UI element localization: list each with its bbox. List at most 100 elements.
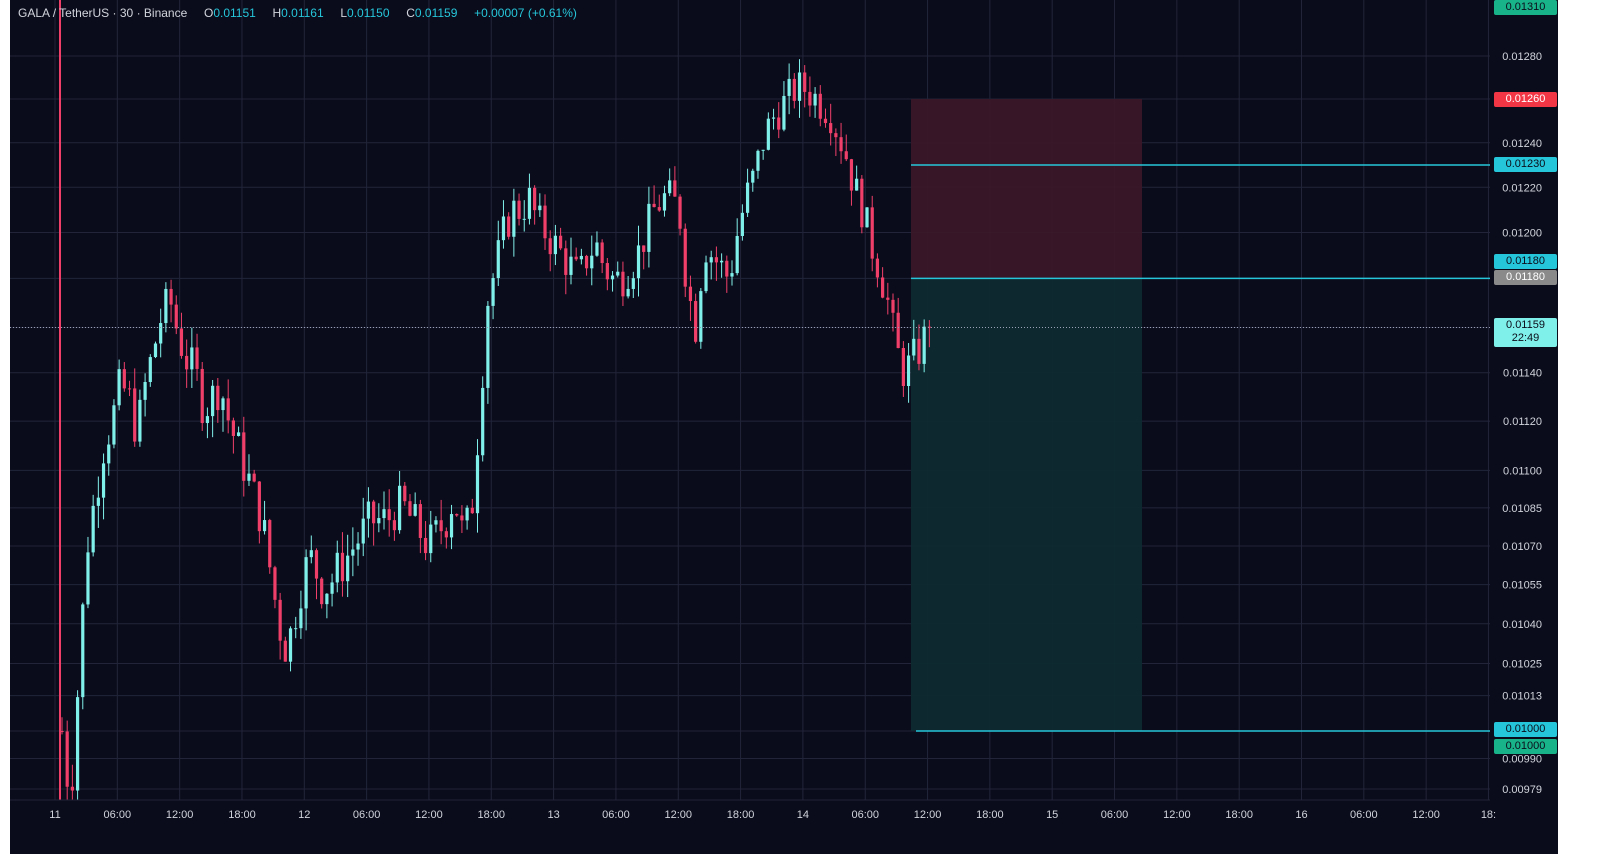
candle-body — [626, 288, 630, 297]
candle-body — [829, 123, 833, 134]
candle-body — [460, 515, 464, 521]
candle-body — [236, 432, 241, 436]
candle-body — [397, 485, 402, 531]
candle-body — [475, 455, 480, 514]
price-axis-label: 0.01055 — [1502, 580, 1542, 592]
candle-body — [465, 507, 469, 521]
candle-body — [330, 582, 334, 594]
time-axis-label: 18:00 — [1225, 809, 1253, 821]
candle-body — [735, 236, 739, 274]
candle-body — [190, 347, 194, 370]
time-axis-label: 18:00 — [478, 809, 506, 821]
candle-body — [91, 505, 95, 553]
candle-body — [283, 640, 287, 662]
candle-body — [849, 159, 854, 191]
time-axis-label: 18:00 — [727, 809, 755, 821]
candle-body — [185, 355, 189, 370]
candle-body — [756, 150, 760, 171]
candle-body — [455, 514, 459, 516]
current-price-value: 0.01159 — [1506, 319, 1545, 331]
candle-body — [153, 343, 158, 358]
price-axis-label: 0.01120 — [1503, 416, 1542, 428]
candle-body — [636, 245, 641, 279]
low-label: L — [340, 6, 348, 20]
price-tag-target-line: 0.01000 — [1494, 722, 1557, 737]
candle-body — [559, 235, 563, 249]
candle-body — [720, 260, 724, 263]
time-axis-label: 12:00 — [1412, 809, 1440, 821]
candle-body — [434, 520, 438, 525]
time-axis-label: 06:00 — [1350, 809, 1378, 821]
candle-body — [481, 387, 485, 456]
time-axis-label: 12 — [298, 809, 310, 821]
candle-body — [143, 382, 147, 400]
candle-body — [231, 420, 235, 436]
candle-body — [112, 405, 116, 445]
candle-body — [148, 357, 152, 383]
open-label: O — [203, 6, 214, 20]
price-axis-label: 0.00990 — [1502, 753, 1542, 765]
candle-body — [294, 628, 298, 630]
candle-body — [797, 72, 802, 101]
candle-body — [179, 328, 184, 356]
time-axis-label: 06:00 — [1101, 809, 1129, 821]
price-tag-target: 0.01000 — [1494, 739, 1557, 754]
candle-body — [704, 262, 708, 292]
candle-body — [382, 509, 386, 519]
price-tag-current: 0.01159 22:49 — [1494, 318, 1557, 347]
interval-label[interactable]: 30 — [119, 6, 134, 20]
candle-body — [621, 271, 625, 297]
candle-body — [501, 216, 506, 241]
candle-body — [325, 593, 329, 605]
candle-body — [922, 326, 926, 364]
candle-body — [320, 578, 324, 605]
take-profit-zone[interactable] — [911, 278, 1142, 731]
time-axis[interactable] — [10, 800, 1558, 854]
candle-body — [548, 238, 552, 255]
candle-body — [81, 604, 85, 698]
candle-body — [891, 299, 895, 313]
candle-body — [761, 149, 765, 151]
candle-body — [262, 520, 267, 532]
candle-body — [159, 323, 163, 344]
candle-body — [803, 72, 807, 92]
candle-body — [335, 552, 339, 583]
symbol-name[interactable]: GALA / TetherUS — [18, 6, 110, 20]
candle-body — [527, 187, 532, 219]
time-axis-label: 06:00 — [851, 809, 879, 821]
candle-body — [725, 260, 729, 277]
stop-loss-zone[interactable] — [911, 99, 1142, 279]
change-value: +0.00007 — [474, 6, 525, 20]
close-label: C — [406, 6, 415, 20]
candle-body — [740, 212, 744, 237]
candle-body — [486, 305, 490, 388]
candle-countdown: 22:49 — [1511, 332, 1540, 344]
time-axis-label: 12:00 — [415, 809, 443, 821]
candle-body — [356, 543, 360, 550]
candle-body — [107, 444, 111, 464]
candle-body — [855, 178, 859, 191]
candle-body — [449, 514, 454, 538]
candle-body — [169, 288, 173, 305]
candle-body — [901, 348, 905, 387]
price-axis-label: 0.01100 — [1503, 465, 1542, 477]
candle-body — [75, 697, 80, 791]
candle-body — [273, 567, 277, 600]
candle-body — [834, 133, 838, 138]
price-axis-label: 0.01200 — [1502, 227, 1542, 239]
price-tag-entry: 0.01180 — [1494, 270, 1557, 285]
candle-body — [610, 275, 615, 280]
candle-body — [138, 399, 142, 442]
candle-body — [927, 326, 931, 328]
price-axis-label: 0.00979 — [1502, 784, 1542, 796]
candle-body — [133, 388, 137, 442]
candle-body — [195, 347, 199, 369]
candle-body — [616, 271, 620, 276]
candle-body — [538, 205, 542, 211]
candle-body — [579, 255, 583, 260]
change-percent: (+0.61%) — [527, 6, 577, 20]
candle-body — [808, 91, 812, 106]
candle-body — [413, 504, 417, 516]
